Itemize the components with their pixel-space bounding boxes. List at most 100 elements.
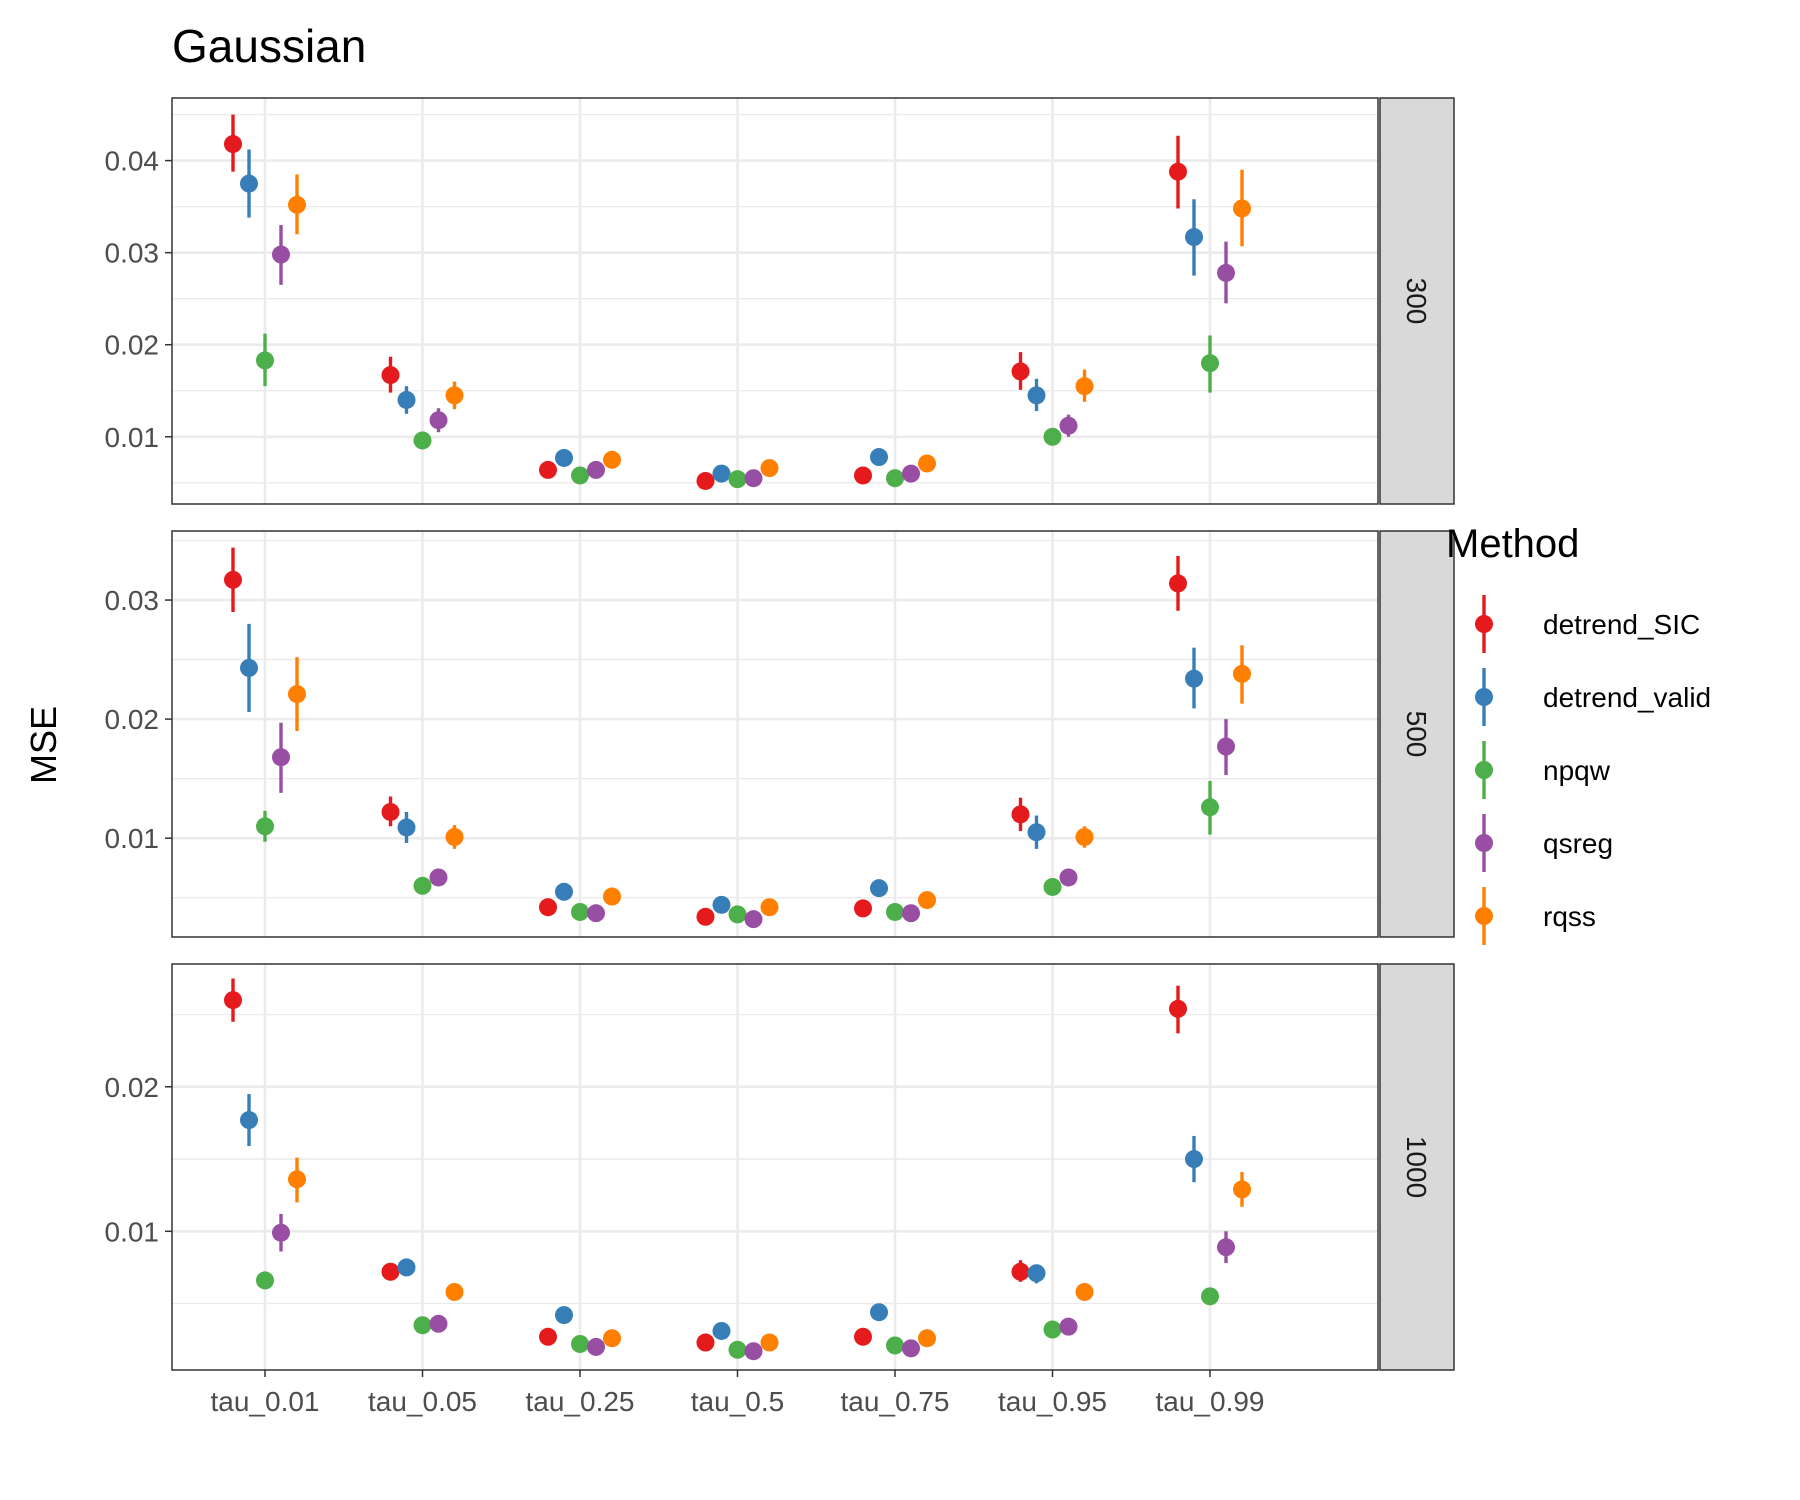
facet-strip [1379, 963, 1455, 1371]
data-point [571, 466, 589, 485]
data-point [1201, 1287, 1219, 1306]
data-point [744, 1342, 763, 1361]
data-point [886, 902, 904, 921]
data-point [1233, 1180, 1251, 1199]
series-npqw [256, 1271, 1219, 1359]
data-point [256, 1271, 274, 1290]
data-point [1011, 362, 1030, 381]
series-npqw [256, 781, 1219, 924]
data-point [587, 1337, 605, 1356]
data-point [902, 904, 920, 923]
data-point [224, 991, 242, 1010]
data-point [445, 1282, 464, 1301]
data-point [1011, 1262, 1030, 1281]
y-axis-label: MSE [23, 706, 64, 784]
data-point [1217, 737, 1235, 756]
panel-border [171, 530, 1379, 938]
data-point [240, 174, 258, 193]
data-point [1185, 1150, 1203, 1169]
data-point [696, 907, 715, 926]
data-point [571, 902, 589, 921]
data-point [539, 1327, 557, 1346]
data-point [240, 1111, 258, 1130]
series-detrend_SIC [224, 547, 1187, 926]
data-point [728, 905, 747, 924]
data-point [1059, 416, 1078, 435]
data-point [712, 895, 731, 914]
data-point [272, 748, 290, 767]
data-point [886, 469, 904, 488]
data-point [854, 1327, 872, 1346]
data-point [1217, 1238, 1235, 1257]
x-tick-label: tau_0.01 [211, 1386, 320, 1417]
legend-key-point [1475, 907, 1493, 925]
data-point [744, 910, 763, 929]
data-point [413, 876, 432, 895]
data-point [902, 464, 920, 483]
legend-entry-detrend_valid: detrend_valid [1475, 668, 1711, 726]
legend-title: Method [1446, 522, 1579, 566]
data-point [397, 818, 416, 837]
data-point [397, 1258, 416, 1277]
facet-strip [1379, 97, 1455, 505]
data-point [1075, 377, 1094, 396]
facet-strip-label: 300 [1401, 278, 1432, 325]
facet-strip-label: 500 [1401, 711, 1432, 758]
panels-layer: 0.010.020.030.043000.010.020.035000.010.… [105, 97, 1455, 1371]
data-point [429, 1314, 448, 1333]
data-point [1075, 827, 1094, 846]
panel-1000: 0.01 0.02 1000 [105, 963, 1455, 1371]
series-detrend_valid [240, 623, 1203, 914]
y-tick-label: 0.02 [105, 1072, 160, 1103]
data-point [288, 685, 306, 704]
series-qsreg [272, 1213, 1235, 1361]
legend-key-point [1475, 615, 1493, 633]
data-point [918, 891, 936, 910]
data-point [555, 1306, 573, 1325]
data-point [429, 868, 448, 887]
data-point [397, 390, 416, 409]
data-point [445, 386, 464, 405]
y-tick-label: 0.03 [105, 585, 160, 616]
data-point [429, 411, 448, 430]
panel-border [171, 963, 1379, 1371]
data-point [603, 450, 621, 469]
series-qsreg [272, 225, 1235, 488]
data-point [1217, 263, 1235, 282]
y-tick-label: 0.02 [105, 330, 160, 361]
y-tick-label: 0.02 [105, 704, 160, 735]
data-point [1169, 162, 1187, 181]
data-point [918, 454, 936, 473]
y-tick-label: 0.01 [105, 1216, 160, 1247]
data-point [854, 466, 872, 485]
data-point [1059, 1317, 1078, 1336]
data-point [413, 431, 432, 450]
data-point [1169, 574, 1187, 593]
y-tick-label: 0.03 [105, 238, 160, 269]
legend-label: qsreg [1543, 828, 1613, 859]
data-point [1185, 228, 1203, 247]
data-point [712, 1321, 731, 1340]
series-detrend_SIC [224, 978, 1187, 1352]
legend-entry-rqss: rqss [1475, 887, 1596, 945]
data-point [1185, 669, 1203, 688]
series-rqss [288, 1157, 1251, 1352]
series-detrend_valid [240, 149, 1203, 483]
x-tick-label: tau_0.95 [998, 1386, 1107, 1417]
data-point [1011, 805, 1030, 824]
data-point [870, 448, 888, 467]
series-detrend_SIC [224, 114, 1187, 490]
series-rqss [288, 645, 1251, 917]
data-point [1027, 823, 1046, 842]
data-point [712, 464, 731, 483]
data-point [603, 887, 621, 906]
data-point [1027, 1264, 1046, 1283]
data-point [256, 351, 274, 370]
y-tick-label: 0.01 [105, 422, 160, 453]
x-tick-label: tau_0.75 [841, 1386, 950, 1417]
facet-strip [1379, 530, 1455, 938]
data-point [728, 470, 747, 489]
legend-entry-npqw: npqw [1475, 741, 1611, 799]
data-point [870, 879, 888, 898]
